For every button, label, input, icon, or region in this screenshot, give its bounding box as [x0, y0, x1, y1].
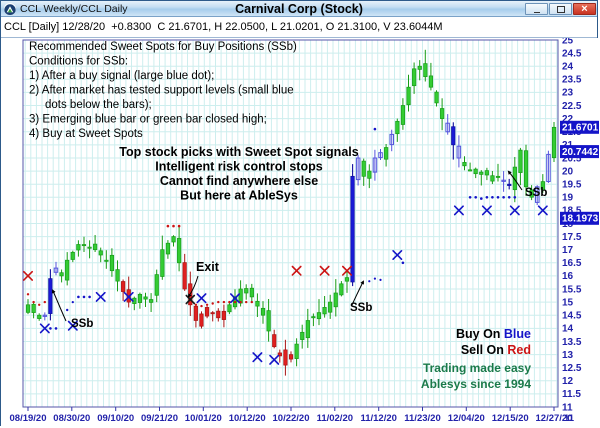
svg-text:Sell On Red: Sell On Red [461, 343, 531, 357]
svg-text:11.5: 11.5 [562, 389, 581, 400]
svg-text:Top stock picks with Sweet Spo: Top stock picks with Sweet Spot signals [119, 145, 358, 159]
svg-text:11: 11 [562, 402, 573, 413]
svg-text:12/15/20: 12/15/20 [492, 413, 529, 424]
svg-text:14.5: 14.5 [562, 311, 582, 322]
svg-text:3) Emerging blue bar or green: 3) Emerging blue bar or green bar closed… [29, 114, 267, 126]
svg-text:16.5: 16.5 [562, 258, 582, 269]
svg-text:08/19/20: 08/19/20 [10, 413, 47, 424]
svg-text:dots below the bars);: dots below the bars); [45, 99, 152, 111]
svg-text:13: 13 [562, 350, 574, 361]
svg-text:17: 17 [562, 245, 574, 256]
svg-text:22.5: 22.5 [562, 101, 582, 112]
svg-text:09/10/20: 09/10/20 [97, 413, 134, 424]
svg-text:10/01/20: 10/01/20 [185, 413, 222, 424]
svg-text:23.5: 23.5 [562, 75, 582, 86]
svg-text:19.5: 19.5 [562, 180, 582, 191]
svg-text:4) Buy at Sweet Spots: 4) Buy at Sweet Spots [29, 128, 143, 140]
svg-text:Recommended Sweet Spots for Bu: Recommended Sweet Spots for Buy Position… [29, 41, 297, 53]
svg-text:SSb: SSb [350, 302, 372, 314]
svg-text:11/23/20: 11/23/20 [404, 413, 440, 424]
svg-text:Intelligent risk control stops: Intelligent risk control stops [155, 160, 322, 174]
svg-text:But here at AbleSys: But here at AbleSys [180, 189, 298, 203]
svg-text:10/22/20: 10/22/20 [273, 413, 310, 424]
svg-text:Cannot find anywhere else: Cannot find anywhere else [160, 174, 318, 188]
svg-text:11/02/20: 11/02/20 [317, 413, 353, 424]
svg-text:2) After market has tested sup: 2) After market has tested support level… [29, 85, 294, 97]
svg-text:Buy On Blue: Buy On Blue [456, 327, 531, 341]
svg-text:25: 25 [562, 38, 574, 46]
svg-text:Conditions for SSb:: Conditions for SSb: [29, 56, 128, 68]
svg-text:12: 12 [562, 376, 574, 387]
svg-text:15.5: 15.5 [562, 284, 582, 295]
svg-text:21.6701: 21.6701 [562, 123, 599, 134]
svg-text:Trading made easy: Trading made easy [423, 361, 531, 375]
svg-text:24.5: 24.5 [562, 48, 582, 59]
svg-text:12.5: 12.5 [562, 363, 582, 374]
svg-text:11: 11 [564, 413, 575, 424]
svg-text:14: 14 [562, 324, 574, 335]
svg-text:10/12/20: 10/12/20 [229, 413, 266, 424]
svg-text:Exit: Exit [196, 260, 220, 274]
svg-text:Ablesys since 1994: Ablesys since 1994 [421, 377, 531, 391]
svg-text:1) After a buy signal (large b: 1) After a buy signal (large blue dot); [29, 70, 214, 82]
svg-text:20: 20 [562, 166, 574, 177]
svg-text:19: 19 [562, 193, 574, 204]
svg-text:13.5: 13.5 [562, 337, 582, 348]
svg-text:17.5: 17.5 [562, 232, 582, 243]
svg-text:08/30/20: 08/30/20 [53, 413, 90, 424]
svg-text:24: 24 [562, 62, 574, 73]
svg-text:23: 23 [562, 88, 574, 99]
svg-text:18.1973: 18.1973 [562, 214, 599, 225]
svg-text:20.7442: 20.7442 [562, 147, 599, 158]
svg-text:11/12/20: 11/12/20 [360, 413, 396, 424]
svg-text:12/04/20: 12/04/20 [448, 413, 485, 424]
svg-text:16: 16 [562, 271, 574, 282]
svg-text:09/21/20: 09/21/20 [141, 413, 178, 424]
svg-text:15: 15 [562, 297, 574, 308]
svg-text:SSb: SSb [71, 318, 93, 330]
svg-text:SSb: SSb [525, 187, 547, 199]
